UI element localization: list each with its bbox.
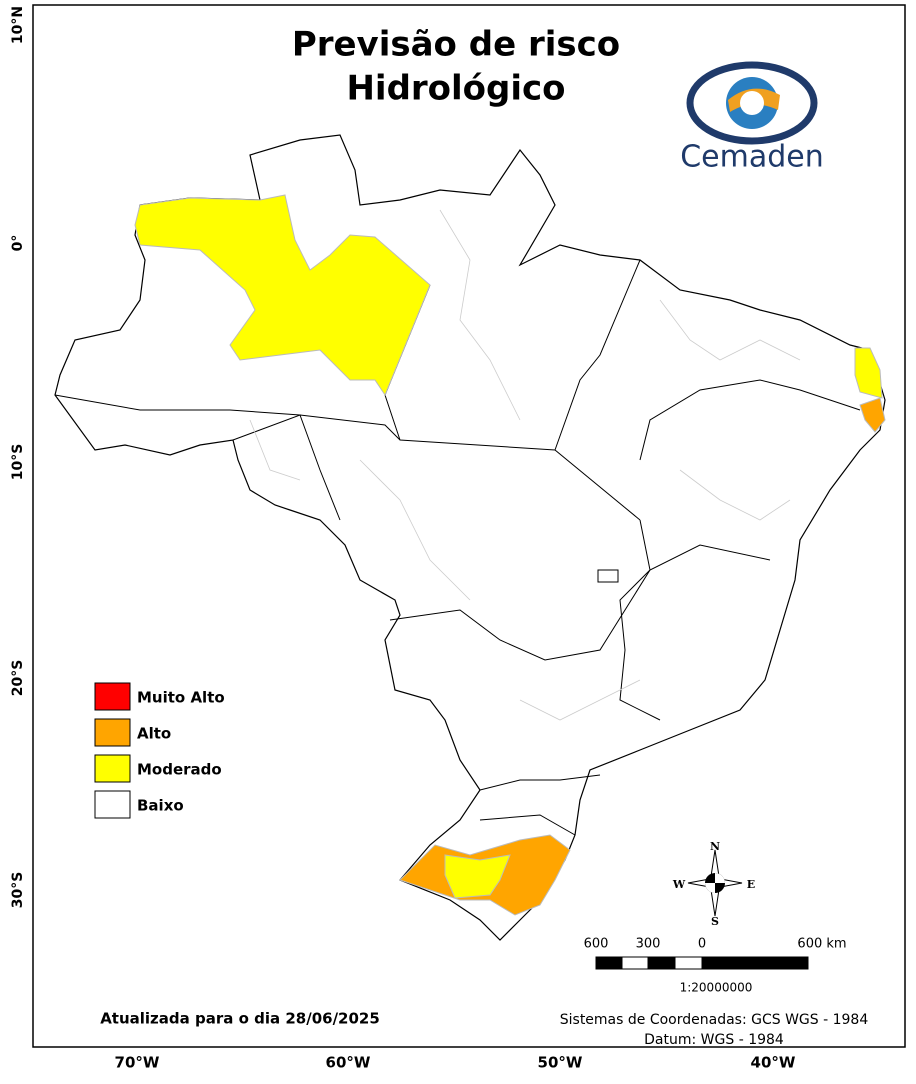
compass-letter: S [711, 915, 719, 928]
scale-label: 600 [584, 937, 609, 952]
title: Previsão de risco [292, 25, 620, 65]
scale-segment [595, 956, 623, 970]
legend-label: Moderado [137, 761, 222, 779]
compass-letter: N [710, 840, 720, 853]
logo-pupil [740, 91, 764, 115]
scale-segment [674, 956, 703, 970]
legend-label: Alto [137, 725, 171, 743]
longitude-label: 70°W [115, 1054, 160, 1072]
scale-segment [647, 956, 676, 970]
logo: Cemaden [680, 61, 824, 175]
legend-swatch [94, 790, 131, 819]
compass-letter: E [747, 878, 755, 891]
scale-label: 0 [698, 937, 706, 952]
longitude-label: 40°W [751, 1054, 796, 1072]
legend-swatch [94, 718, 131, 747]
title: Hidrológico [346, 69, 565, 109]
longitude-label: 60°W [326, 1054, 371, 1072]
risk-areas [134, 194, 886, 916]
scale-label: 300 [636, 937, 661, 952]
legend-label: Muito Alto [137, 689, 225, 707]
risk-area [134, 194, 431, 397]
legend-swatch [94, 682, 131, 711]
legend-label: Baixo [137, 797, 184, 815]
update-date: Atualizada para o dia 28/06/2025 [100, 1010, 380, 1028]
latitude-label: 0° [10, 235, 26, 252]
longitude-label: 50°W [538, 1054, 583, 1072]
latitude-label: 30°S [10, 872, 26, 909]
scale-segment [621, 956, 649, 970]
crs-text: Sistemas de Coordenadas: GCS WGS - 1984 [560, 1012, 869, 1028]
compass-quadrant [705, 873, 725, 893]
risk-area [859, 397, 886, 433]
crs-text: Datum: WGS - 1984 [644, 1032, 784, 1048]
latitude-label: 10°N [10, 6, 26, 44]
logo-eye [686, 61, 818, 145]
municipality-borders [249, 209, 801, 721]
legend-swatch [94, 754, 131, 783]
scale-ratio: 1:20000000 [680, 981, 753, 995]
latitude-label: 20°S [10, 660, 26, 697]
logo-text: Cemaden [680, 140, 824, 175]
scale-label: 600 km [797, 937, 846, 952]
compass-letter: W [672, 878, 686, 891]
compass: N S E W [672, 840, 755, 928]
state-borders [54, 259, 861, 836]
risk-area [854, 347, 883, 399]
risk-area [444, 854, 511, 899]
latitude-label: 10°S [10, 444, 26, 481]
scale-segment [701, 956, 809, 970]
